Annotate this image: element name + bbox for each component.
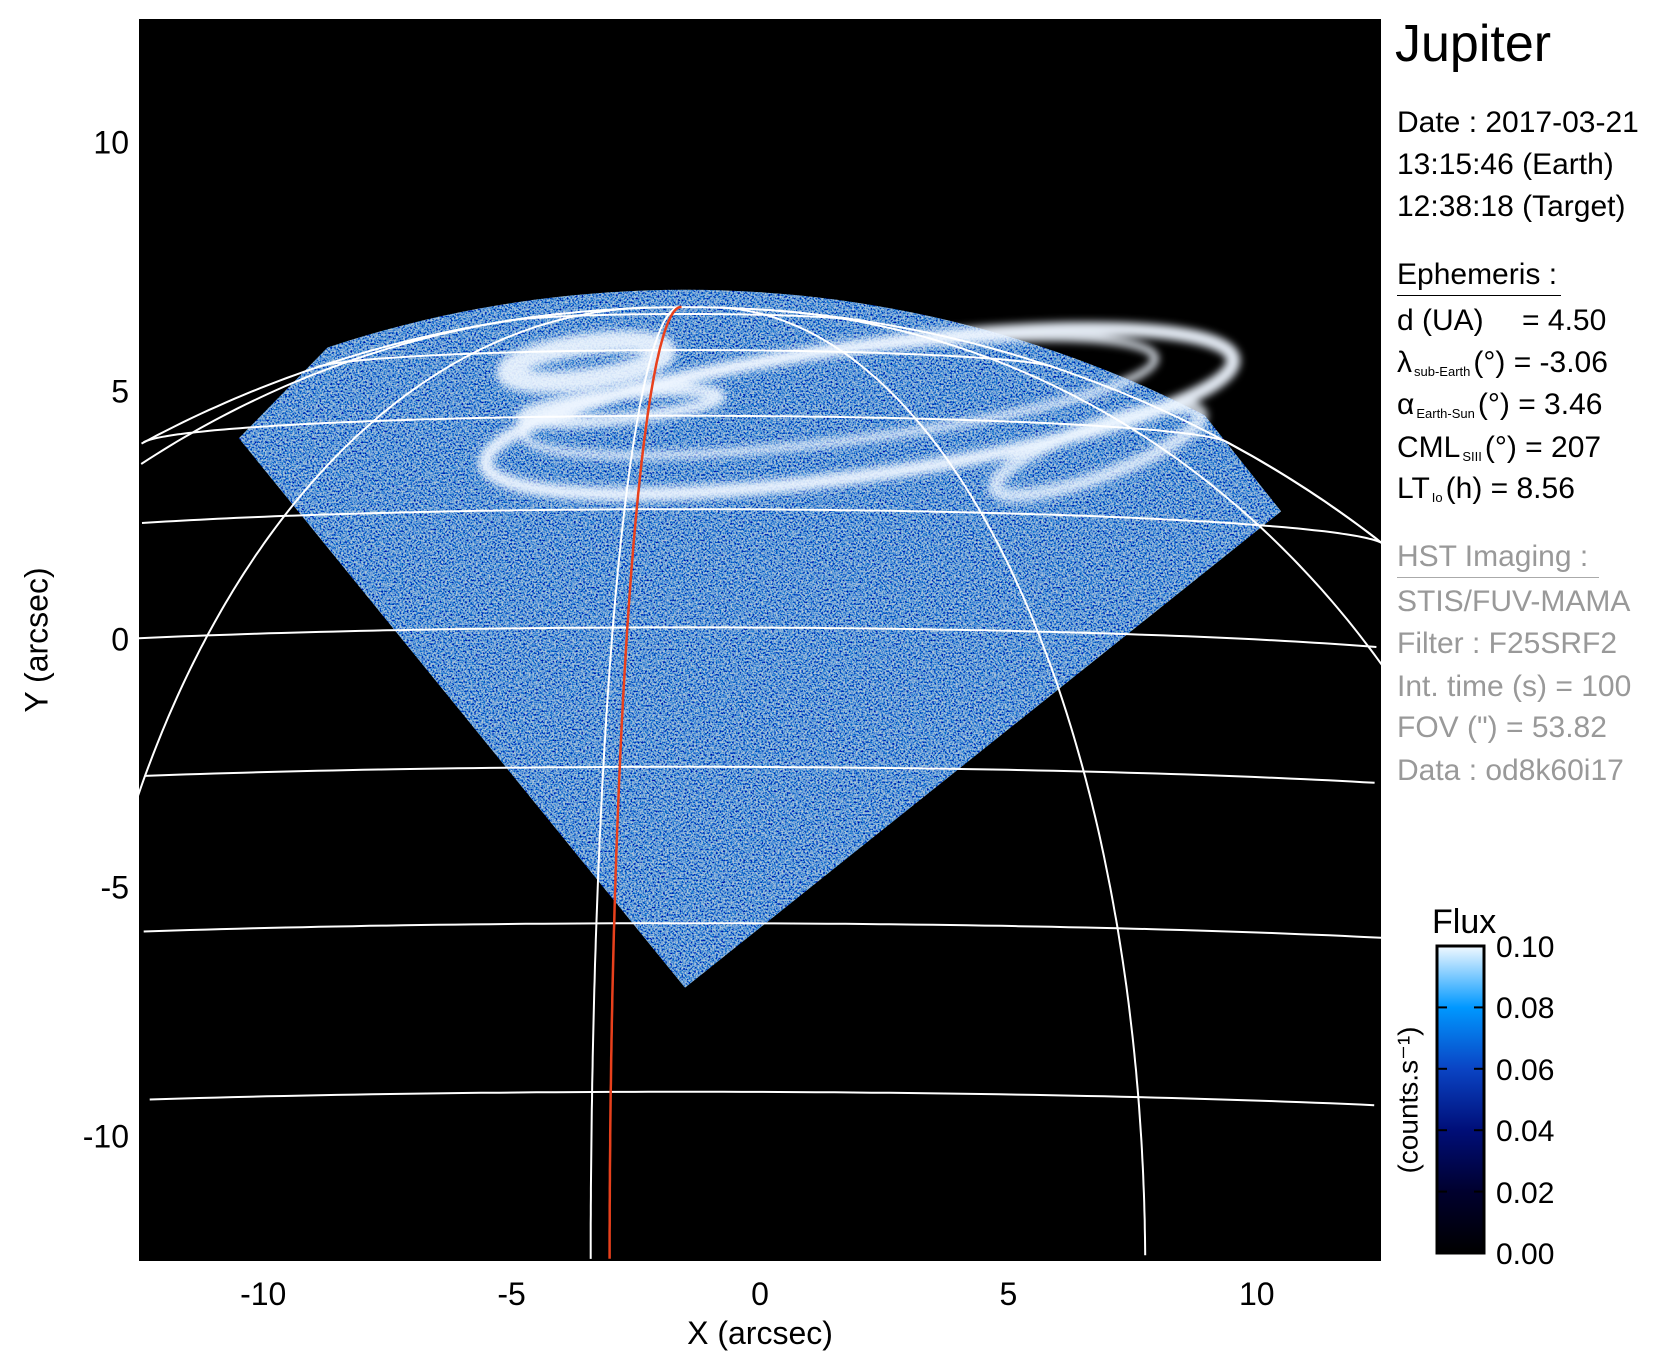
latitude-line — [139, 626, 1377, 648]
latitude-line — [504, 313, 867, 323]
x-tick-label: 5 — [999, 1276, 1018, 1312]
latitude-line — [149, 1090, 1375, 1107]
y-tick-label: 5 — [111, 373, 129, 410]
ephemeris-item: LT Io (h) = 8.56 — [1397, 472, 1575, 506]
longitude-line — [713, 306, 1147, 1256]
imaging-line: Data : od8k60i17 — [1397, 754, 1624, 787]
planet-limb — [141, 306, 1379, 541]
planet-title: Jupiter — [1395, 15, 1552, 73]
image-swath-shade — [238, 289, 1282, 988]
imaging-heading: HST Imaging : — [1397, 540, 1599, 578]
latitude-line — [143, 922, 1381, 939]
ephemeris-value: (°) = 3.46 — [1477, 388, 1603, 421]
obs-time-target: 12:38:18 (Target) — [1397, 190, 1626, 223]
latitude-line — [141, 508, 1381, 544]
colorbar-title: Flux — [1432, 903, 1497, 941]
y-tick-label: -10 — [82, 1118, 129, 1155]
ephemeris-item: α Earth-Sun (°) = 3.46 — [1397, 388, 1602, 422]
lat-lon-grid — [139, 305, 1381, 1259]
ephemeris-symbol: λ — [1397, 346, 1412, 379]
ephemeris-item: CML SIII (°) = 207 — [1397, 431, 1601, 465]
colorbar-label: (counts.s⁻¹) — [1392, 1026, 1424, 1174]
aurora-arc — [987, 400, 1208, 503]
colorbar-ticks — [1437, 945, 1484, 1254]
ephemeris-value: = 4.50 — [1488, 304, 1607, 337]
colorbar-tick-label: 0.06 — [1496, 1053, 1555, 1087]
colorbar-tick-label: 0.04 — [1496, 1115, 1555, 1149]
ephemeris-subscript: SIII — [1462, 449, 1482, 464]
colorbar — [1435, 944, 1486, 1255]
longitude-line — [763, 308, 1381, 666]
ephemeris-item: λ sub-Earth (°) = -3.06 — [1397, 346, 1608, 380]
x-tick-label: -10 — [240, 1276, 287, 1312]
ephemeris-symbol: LT — [1397, 472, 1430, 505]
image-swath — [238, 289, 1282, 988]
colorbar-tick-label: 0.02 — [1496, 1176, 1555, 1210]
highlighted-meridian — [608, 305, 682, 1259]
x-axis-label: X (arcsec) — [687, 1315, 833, 1351]
imaging-line: Filter : F25SRF2 — [1397, 627, 1618, 660]
y-tick-label: -5 — [100, 869, 129, 906]
colorbar-tick-label: 0.08 — [1496, 992, 1555, 1026]
ephemeris-subscript: sub-Earth — [1414, 364, 1471, 379]
x-tick-label: 10 — [1239, 1276, 1275, 1312]
latitude-line — [144, 765, 1375, 784]
ephemeris-subscript: Io — [1431, 490, 1443, 505]
y-tick-label: 0 — [111, 621, 129, 658]
imaging-line: STIS/FUV-MAMA — [1397, 585, 1631, 618]
ephemeris-value: (°) = -3.06 — [1473, 346, 1608, 379]
ephemeris-value: (h) = 8.56 — [1445, 472, 1575, 505]
longitude-line — [589, 306, 681, 1259]
ephemeris-value: (°) = 207 — [1484, 431, 1602, 464]
ephemeris-item: d (UA) = 4.50 — [1397, 304, 1606, 338]
ephemeris-symbol: d (UA) — [1397, 304, 1484, 337]
x-tick-label: 0 — [751, 1276, 769, 1312]
imaging-line: Int. time (s) = 100 — [1397, 670, 1632, 703]
y-axis-label: Y (arcsec) — [18, 567, 55, 713]
x-tick-label: -5 — [497, 1276, 526, 1312]
ephemeris-heading: Ephemeris : — [1397, 258, 1561, 296]
ephemeris-symbol: α — [1397, 388, 1415, 421]
y-tick-label: 10 — [93, 124, 129, 161]
colorbar-tick-label: 0.00 — [1496, 1238, 1555, 1271]
obs-date: Date : 2017-03-21 — [1397, 106, 1639, 139]
ephemeris-symbol: CML — [1397, 431, 1461, 464]
ephemeris-subscript: Earth-Sun — [1416, 406, 1475, 421]
latitude-line — [143, 414, 1228, 444]
obs-time-earth: 13:15:46 (Earth) — [1397, 148, 1614, 181]
imaging-line: FOV (") = 53.82 — [1397, 711, 1607, 744]
longitude-line — [139, 306, 648, 797]
colorbar-tick-label: 0.10 — [1496, 931, 1555, 964]
